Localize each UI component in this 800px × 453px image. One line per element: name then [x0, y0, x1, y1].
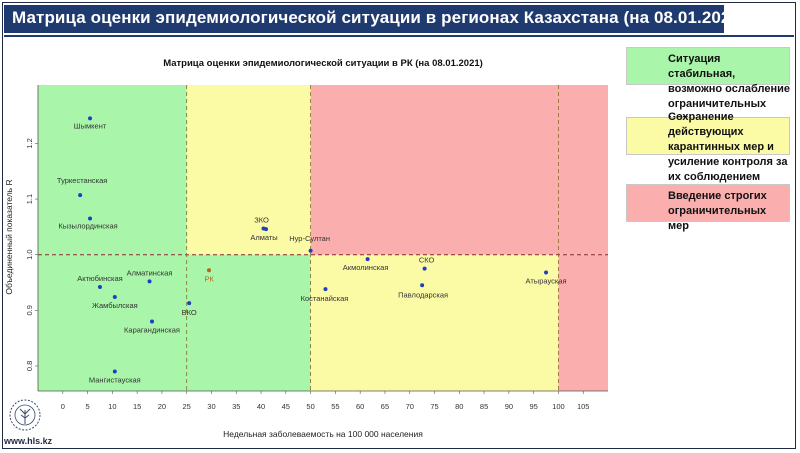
reference-lines: [38, 85, 608, 391]
data-point: [207, 268, 211, 273]
point-label: Алматинская: [127, 268, 173, 277]
data-point: [112, 294, 117, 299]
data-point: [544, 270, 549, 275]
x-tick-label: 30: [207, 402, 215, 411]
x-tick-label: 40: [257, 402, 265, 411]
x-tick-label: 60: [356, 402, 364, 411]
x-axis-label: Недельная заболеваемость на 100 000 насе…: [223, 429, 423, 439]
data-point: [308, 248, 313, 253]
point-label: Кызылординская: [58, 222, 117, 231]
point-label: Костанайская: [301, 294, 349, 303]
x-tick-label: 75: [430, 402, 438, 411]
data-point: [323, 287, 328, 292]
chart-title: Матрица оценки эпидемиологической ситуац…: [163, 58, 483, 69]
data-points: Шымкент Туркестанская Кызылординская ЗКО Алм…: [57, 116, 567, 385]
point-label: Акмолинская: [343, 263, 389, 272]
axes: [37, 85, 608, 392]
x-tick-label: 90: [505, 402, 513, 411]
legend-text-red: Введение строгих ограничительных мер: [668, 190, 767, 232]
data-point: [78, 193, 83, 198]
y-axis-label: Объединенный показатель R: [4, 179, 14, 294]
zone-5: [558, 254, 608, 391]
point-label: СКО: [419, 256, 435, 265]
x-tick-label: 35: [232, 402, 240, 411]
x-tick-label: 0: [61, 402, 65, 411]
x-tick-label: 65: [381, 402, 389, 411]
point-label: Алматы: [250, 233, 277, 242]
page-title: Матрица оценки эпидемиологической ситуац…: [12, 8, 746, 27]
x-tick-label: 45: [282, 402, 290, 411]
x-tick-label: 85: [480, 402, 488, 411]
x-tick-label: 80: [455, 402, 463, 411]
x-tick-label: 70: [406, 402, 414, 411]
x-tick-label: 50: [306, 402, 314, 411]
zone-0: [38, 85, 187, 255]
y-tick-label: 1.1: [25, 194, 34, 204]
point-label: Нур-Султан: [289, 234, 330, 243]
point-label: ЗКО: [254, 216, 269, 225]
x-tick-label: 10: [108, 402, 116, 411]
legend-text-yellow: Сохранение действующих карантинных мер и…: [668, 111, 788, 183]
y-tick-labels: 0.8 0.9 1.0 1.1 1.2: [25, 138, 38, 371]
point-label: Шымкент: [74, 121, 107, 130]
x-tick-label: 95: [529, 402, 537, 411]
x-tick-labels: 0 5 10 15 20 25 30 35 40 45 50 55 60 65 70 75 80 85 90 95 10…: [61, 391, 590, 411]
data-point: [88, 116, 93, 121]
y-tick-label: 0.9: [25, 305, 34, 315]
x-tick-label: 25: [183, 402, 191, 411]
point-label: РК: [204, 274, 214, 283]
legend-swatch-green: [626, 47, 790, 85]
point-label: Мангистауская: [89, 376, 141, 385]
zone-2: [310, 85, 608, 255]
title-underline: [4, 35, 794, 37]
legend-swatch-yellow: [626, 117, 790, 155]
data-point: [150, 319, 154, 324]
slide-frame: [2, 2, 796, 449]
data-point: [264, 227, 268, 232]
point-label: Атырауская: [526, 276, 567, 285]
y-tick-label: 0.8: [25, 361, 34, 371]
point-label: Жамбылская: [92, 301, 138, 310]
title-band: [4, 5, 724, 33]
x-tick-label: 5: [85, 402, 89, 411]
data-point: [88, 216, 93, 221]
x-tick-label: 105: [577, 402, 590, 411]
x-tick-label: 55: [331, 402, 339, 411]
logo-icon: [9, 399, 41, 431]
y-tick-label: 1.0: [25, 249, 34, 259]
zone-3: [38, 254, 311, 391]
point-label: Павлодарская: [398, 290, 448, 299]
x-tick-label: 20: [158, 402, 166, 411]
point-label: Актюбинская: [77, 274, 122, 283]
zone-4: [310, 254, 559, 391]
legend-swatch-red: [626, 184, 790, 222]
x-tick-label: 100: [552, 402, 565, 411]
point-label: Карагандинская: [124, 325, 180, 334]
data-point: [365, 257, 370, 262]
zone-1: [186, 85, 311, 255]
x-tick-label: 15: [133, 402, 141, 411]
data-point: [112, 369, 117, 374]
zone-layer: [38, 85, 608, 391]
data-point: [422, 266, 427, 271]
data-point: [420, 283, 425, 288]
data-point: [147, 279, 152, 284]
legend-text-green: Ситуация стабильная, возможно ослабление…: [668, 53, 790, 125]
point-label: Туркестанская: [57, 176, 107, 185]
footer-url: www.hls.kz: [4, 436, 53, 446]
point-label: ВКО: [182, 308, 197, 317]
data-point: [97, 284, 102, 289]
data-point: [187, 301, 192, 306]
y-tick-label: 1.2: [25, 138, 34, 148]
